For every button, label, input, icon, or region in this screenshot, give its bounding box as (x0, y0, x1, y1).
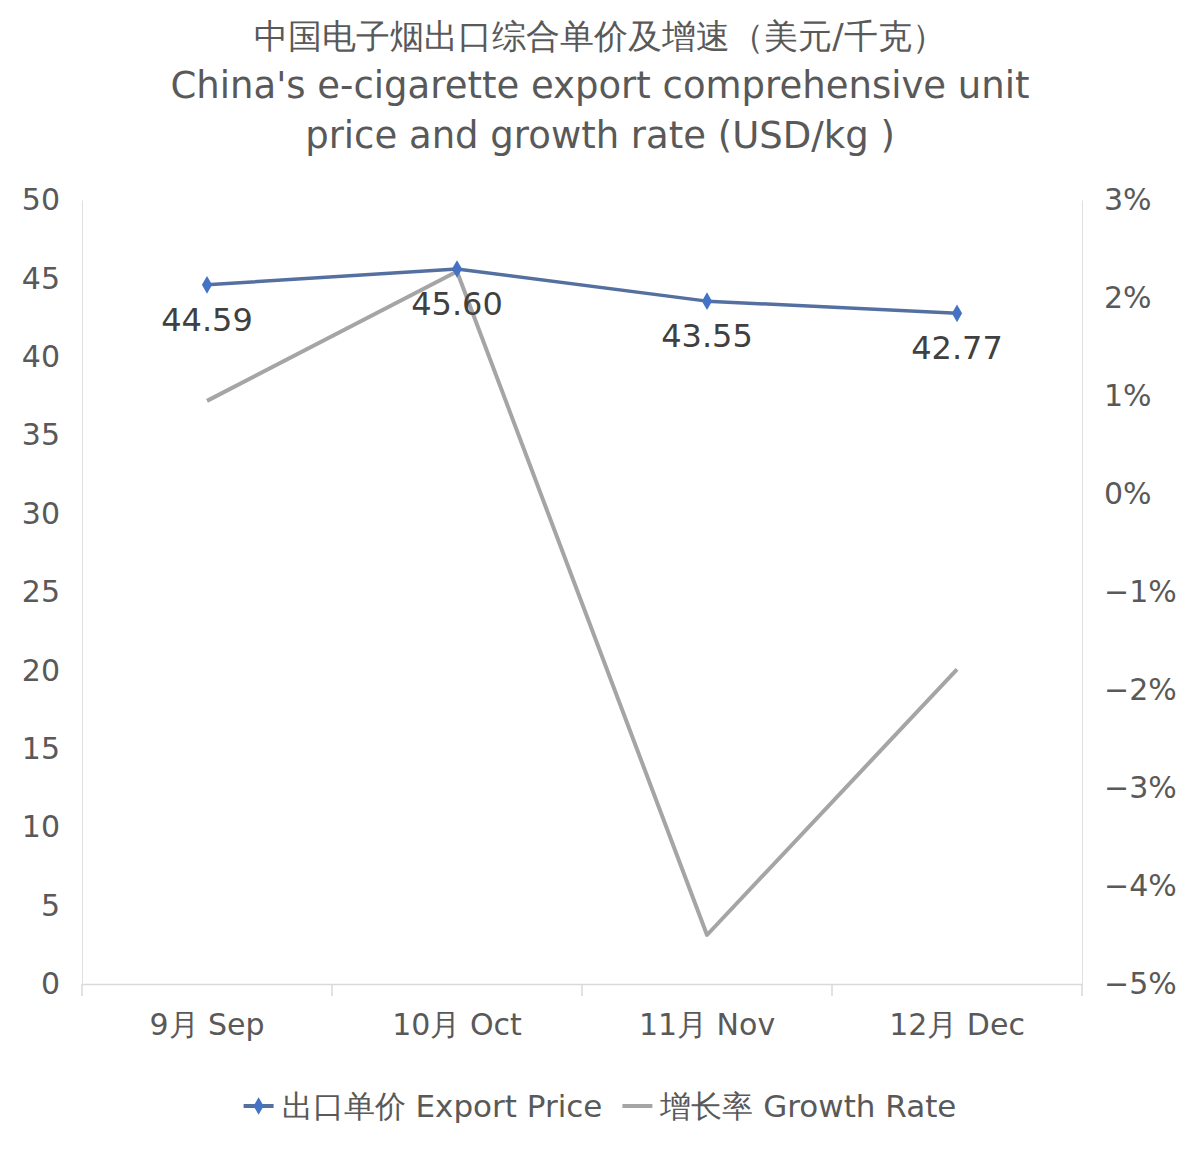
y-tick: 10 (22, 809, 82, 844)
y-axis-line (82, 201, 83, 985)
x-boundary-tick (581, 984, 583, 996)
legend-item: 出口单价 Export Price (244, 1088, 603, 1124)
y2-tick-label: 2% (1104, 280, 1152, 315)
x-tick-label: 10月 Oct (392, 1007, 522, 1042)
y-tick-label: 25 (22, 574, 60, 609)
series-line (207, 269, 957, 313)
y-tick-label: 30 (22, 496, 60, 531)
y2-tick-label: −3% (1104, 770, 1177, 805)
x-boundary-tick (1081, 984, 1083, 996)
y2-tick-label: −2% (1104, 672, 1177, 707)
y-tick-label: 50 (22, 182, 60, 217)
y2-tick: −2% (1082, 672, 1177, 707)
y-tick-label: 5 (41, 888, 60, 923)
y-tick: 35 (22, 417, 82, 452)
x-tick: 12月 Dec (889, 984, 1025, 1042)
y-axis: 0 5 10 15 20 25 30 35 40 45 50 (22, 182, 83, 1001)
y-tick: 30 (22, 496, 82, 531)
series-line (207, 272, 957, 935)
data-labels: 44.59 45.60 43.55 42.77 (161, 285, 1003, 367)
y2-tick-label: 3% (1104, 182, 1152, 217)
x-tick: 9月 Sep (149, 984, 264, 1042)
y-tick-label: 40 (22, 339, 60, 374)
chart: 中国电子烟出口综合单价及增速（美元/千克） China's e-cigarette… (0, 0, 1200, 1152)
y2-tick: −5% (1082, 966, 1177, 1001)
y-tick: 45 (22, 261, 82, 296)
title: China's e-cigarette export comprehensive… (170, 64, 1029, 107)
y2-tick: 0% (1082, 476, 1152, 511)
series-marker (702, 292, 712, 310)
x-tick-label: 11月 Nov (639, 1007, 775, 1042)
legend-swatch (622, 1104, 652, 1108)
y-tick: 40 (22, 339, 82, 374)
y2-tick: 2% (1082, 280, 1152, 315)
y2-axis: 3% 2% 1% 0% −1% −2% −3% −4% −5% (1082, 182, 1177, 1001)
y2-tick-label: 1% (1104, 378, 1152, 413)
y2-tick-label: −4% (1104, 868, 1177, 903)
x-tick: 10月 Oct (392, 984, 522, 1042)
y2-tick-label: −1% (1104, 574, 1177, 609)
title-group: 中国电子烟出口综合单价及增速（美元/千克） China's e-cigarette… (170, 16, 1029, 157)
y2-tick: −4% (1082, 868, 1177, 903)
x-tick-label: 12月 Dec (889, 1007, 1025, 1042)
legend-label: 增长率 Growth Rate (659, 1088, 956, 1124)
series-marker (952, 305, 962, 323)
y-tick-label: 15 (22, 731, 60, 766)
x-boundary-tick (81, 984, 83, 996)
legend-marker (253, 1097, 263, 1115)
y-tick: 25 (22, 574, 82, 609)
x-tick-label: 9月 Sep (149, 1007, 264, 1042)
y-tick-label: 0 (41, 966, 60, 1001)
x-boundary-tick (831, 984, 833, 996)
x-boundary-tick (331, 984, 333, 996)
legend-item: 增长率 Growth Rate (622, 1088, 956, 1124)
data-label: 45.60 (411, 285, 503, 323)
y2-tick: 3% (1082, 182, 1152, 217)
y-tick: 5 (41, 888, 82, 923)
x-axis: 9月 Sep 10月 Oct 11月 Nov 12月 Dec (82, 984, 1083, 1042)
title: 中国电子烟出口综合单价及增速（美元/千克） (254, 16, 945, 56)
series-marker (202, 276, 212, 294)
y-tick-label: 20 (22, 653, 60, 688)
legend: 出口单价 Export Price 增长率 Growth Rate (244, 1088, 957, 1124)
y2-tick-label: 0% (1104, 476, 1152, 511)
y2-tick: −3% (1082, 770, 1177, 805)
legend-label: 出口单价 Export Price (282, 1088, 603, 1124)
data-label: 44.59 (161, 301, 253, 339)
y-tick: 0 (41, 966, 82, 1001)
y-tick-label: 45 (22, 261, 60, 296)
y2-tick: −1% (1082, 574, 1177, 609)
y-tick: 50 (22, 182, 82, 217)
y-tick-label: 35 (22, 417, 60, 452)
y2-tick: 1% (1082, 378, 1152, 413)
y-tick: 20 (22, 653, 82, 688)
plot-area (202, 260, 962, 935)
series-marker (452, 260, 462, 278)
data-label: 42.77 (911, 329, 1003, 367)
y-tick: 15 (22, 731, 82, 766)
y-tick-label: 10 (22, 809, 60, 844)
title: price and growth rate (USD/kg ) (305, 114, 895, 157)
y2-axis-line (1082, 201, 1083, 985)
x-tick: 11月 Nov (639, 984, 775, 1042)
data-label: 43.55 (661, 317, 753, 355)
y2-tick-label: −5% (1104, 966, 1177, 1001)
